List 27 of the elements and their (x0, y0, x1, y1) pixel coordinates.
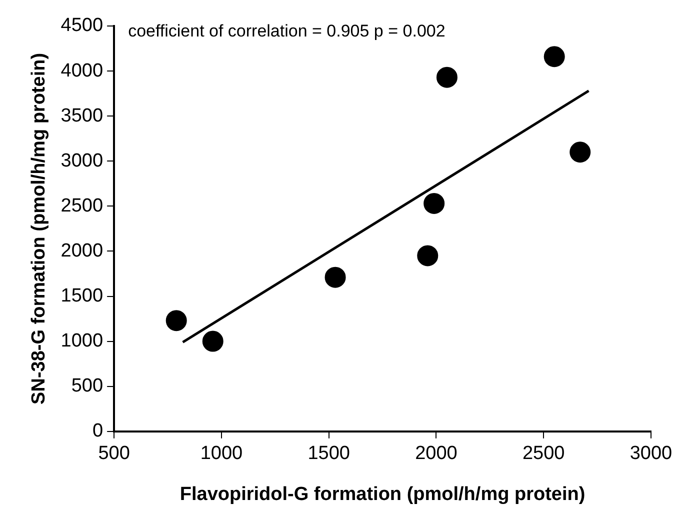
point (324, 266, 346, 288)
point (166, 310, 187, 332)
point (202, 330, 224, 352)
y-tick-label: 500 (71, 376, 104, 397)
point (544, 46, 565, 68)
y-tick-label: 2000 (60, 240, 104, 262)
x-tick-label: 2000 (415, 443, 458, 464)
annotation: coefficient of correlation = 0.905 p = 0.002 (128, 22, 446, 41)
y-tick-label: 4000 (60, 60, 104, 82)
point (417, 245, 438, 266)
point (436, 66, 458, 88)
y-axis-title: SN-38-G formation (pmol/h/mg protein) (28, 52, 50, 404)
y-tick-label: 0 (92, 420, 104, 442)
y-tick-label: 2500 (60, 195, 104, 216)
x-tick-label: 1000 (200, 443, 243, 464)
y-tick-label: 3000 (60, 150, 104, 172)
y-tick-label: 4500 (60, 15, 104, 36)
point (570, 142, 591, 163)
y-tick-label: 1000 (60, 330, 104, 352)
y-tick-label: 1500 (60, 286, 104, 306)
x-tick-label: 2500 (522, 443, 565, 464)
x-tick-label: 500 (98, 443, 130, 464)
x-axis-title: Flavopiridol-G formation (pmol/h/mg protein) (180, 484, 586, 505)
point (424, 192, 445, 214)
x-tick-label: 1500 (308, 443, 350, 464)
x-tick-label: 3000 (630, 443, 672, 464)
y-tick-label: 3500 (60, 105, 104, 126)
